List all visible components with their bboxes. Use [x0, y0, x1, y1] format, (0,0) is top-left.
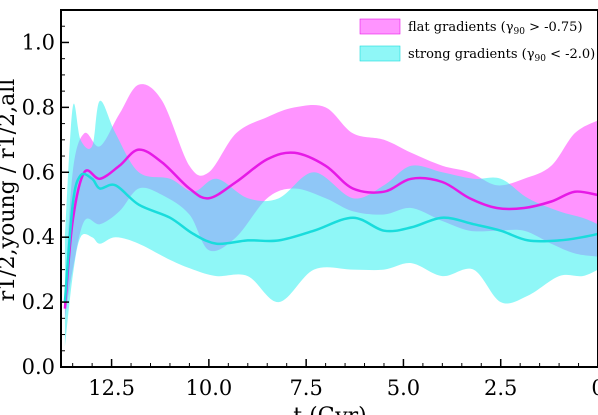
y-tick-label: 1.0 — [22, 30, 55, 54]
legend: flat gradients (γ90 > -0.75) strong grad… — [359, 18, 595, 64]
legend-label-flat: flat gradients (γ90 > -0.75) — [408, 20, 583, 37]
x-tick-label: 2.5 — [484, 376, 517, 400]
confidence-bands — [64, 84, 598, 348]
y-tick-label: 0.0 — [22, 355, 55, 379]
x-tick-label: 7.5 — [289, 376, 322, 400]
y-axis-label: r1/2,young / r1/2,all — [0, 79, 20, 302]
legend-swatch-strong — [359, 45, 401, 62]
x-tick-label: 5.0 — [387, 376, 420, 400]
x-axis-label: t (Gyr) — [293, 404, 367, 415]
x-tick-label: 12.5 — [88, 376, 135, 400]
x-tick-label: 0 — [591, 376, 598, 400]
y-tick-label: 0.2 — [22, 290, 55, 314]
y-axis-ticks: 0.0 0.2 0.4 0.6 0.8 1.0 — [22, 25, 69, 379]
y-tick-label: 0.4 — [22, 225, 55, 249]
legend-swatch-flat — [359, 18, 401, 35]
x-axis-ticks: 12.5 10.0 7.5 5.0 2.5 0 — [72, 359, 598, 400]
legend-label-strong: strong gradients (γ90 < -2.0) — [408, 47, 595, 64]
y-tick-label: 0.6 — [22, 160, 55, 184]
y-tick-label: 0.8 — [22, 95, 55, 119]
line-series-1 — [63, 172, 598, 303]
line-series-0 — [63, 148, 598, 309]
median-lines — [63, 148, 598, 309]
x-tick-label: 10.0 — [185, 376, 232, 400]
